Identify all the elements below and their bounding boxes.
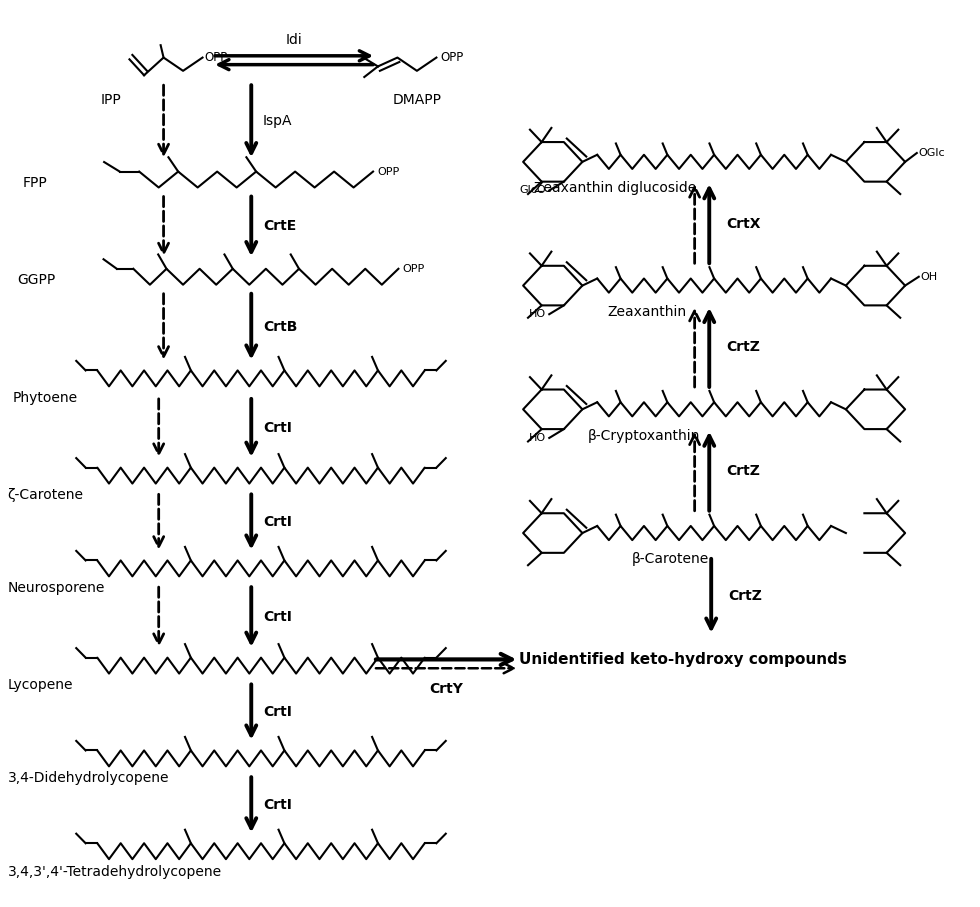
Text: OPP: OPP: [377, 167, 399, 177]
Text: ζ-Carotene: ζ-Carotene: [8, 488, 83, 502]
Text: CrtI: CrtI: [263, 798, 292, 812]
Text: CrtB: CrtB: [263, 319, 297, 334]
Text: Unidentified keto-hydroxy compounds: Unidentified keto-hydroxy compounds: [519, 652, 847, 668]
Text: IPP: IPP: [100, 93, 121, 107]
Text: 3,4,3',4'-Tetradehydrolycopene: 3,4,3',4'-Tetradehydrolycopene: [8, 865, 221, 879]
Text: CrtI: CrtI: [263, 515, 292, 529]
Text: Zeaxanthin diglucoside: Zeaxanthin diglucoside: [534, 181, 696, 195]
Text: OPP: OPP: [440, 51, 464, 64]
Text: Phytoene: Phytoene: [13, 391, 77, 405]
Text: 3,4-Didehydrolycopene: 3,4-Didehydrolycopene: [8, 771, 170, 785]
Text: CrtE: CrtE: [263, 219, 296, 233]
Text: CrtI: CrtI: [263, 610, 292, 624]
Text: OH: OH: [920, 272, 938, 282]
Text: GlcO: GlcO: [519, 186, 546, 196]
Text: Idi: Idi: [286, 33, 303, 47]
Text: CrtX: CrtX: [726, 217, 760, 230]
Text: Zeaxanthin: Zeaxanthin: [607, 305, 686, 319]
Text: β-Cryptoxanthin: β-Cryptoxanthin: [587, 429, 700, 443]
Text: CrtZ: CrtZ: [729, 589, 762, 603]
Text: β-Carotene: β-Carotene: [631, 552, 709, 567]
Text: DMAPP: DMAPP: [393, 93, 442, 107]
Text: HO: HO: [529, 433, 546, 443]
Text: FPP: FPP: [23, 176, 47, 190]
Text: CrtI: CrtI: [263, 421, 292, 434]
Text: HO: HO: [529, 309, 546, 319]
Text: Neurosporene: Neurosporene: [8, 580, 105, 595]
Text: CrtI: CrtI: [263, 705, 292, 719]
Text: OPP: OPP: [205, 51, 227, 64]
Text: CrtZ: CrtZ: [726, 464, 760, 478]
Text: CrtY: CrtY: [429, 681, 464, 696]
Text: CrtZ: CrtZ: [726, 340, 760, 355]
Text: Lycopene: Lycopene: [8, 678, 74, 692]
Text: GGPP: GGPP: [18, 273, 56, 288]
Text: OPP: OPP: [403, 264, 424, 274]
Text: IspA: IspA: [263, 114, 292, 128]
Text: OGlc: OGlc: [919, 148, 946, 158]
